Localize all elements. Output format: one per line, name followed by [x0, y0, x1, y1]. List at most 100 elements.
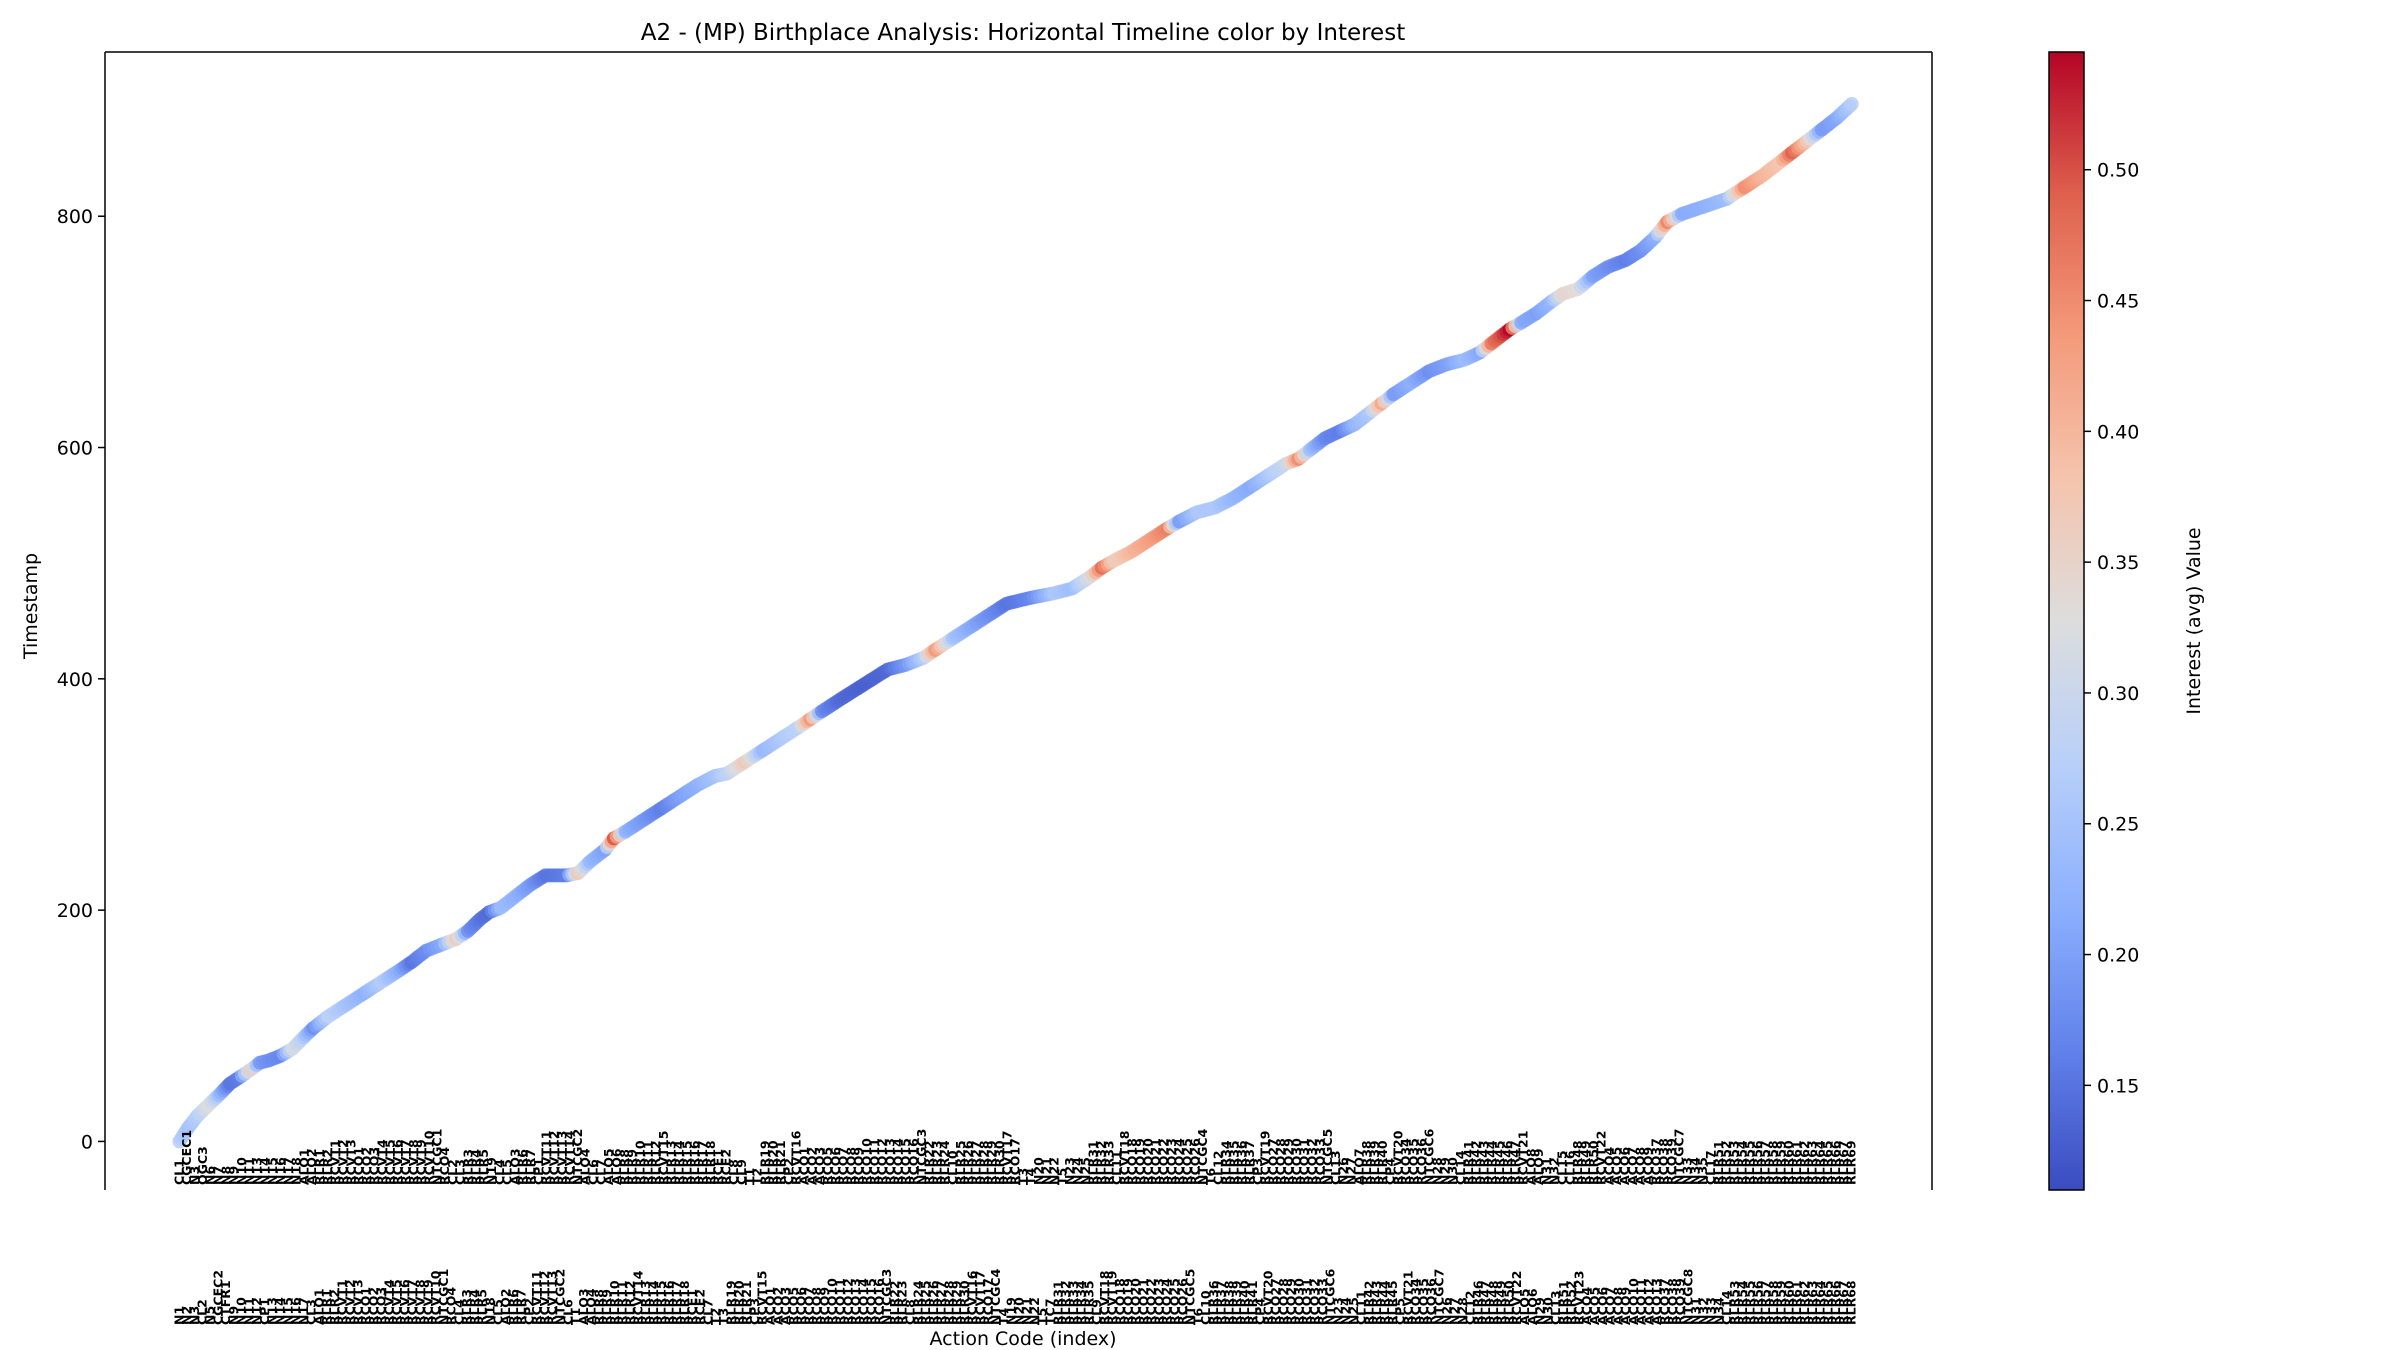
x-tick-label: N30 — [1540, 1297, 1555, 1325]
x-tick-label: RCO25 — [1167, 1278, 1182, 1325]
x-tick-label: N5 — [203, 1306, 218, 1325]
x-tick-label: CL12 — [1463, 1290, 1478, 1325]
x-tick-label: NTCGC5 — [1320, 1129, 1335, 1185]
x-axis-label: Action Code (index) — [929, 1328, 1116, 1350]
x-tick-label: T5 — [1035, 1308, 1050, 1325]
x-tick-label: N11 — [241, 1297, 256, 1325]
data-points — [172, 97, 1859, 1149]
x-tick-label: RLR13 — [638, 1280, 653, 1325]
x-tick-label: RLR69 — [1844, 1140, 1859, 1185]
x-tick-label: RLR28 — [976, 1140, 991, 1185]
x-tick-label: N28 — [1430, 1157, 1445, 1185]
x-tick-label: ACO10 — [1626, 1278, 1641, 1325]
x-tick-label: CL8 — [726, 1159, 741, 1185]
x-tick-label: RLR11 — [615, 1280, 630, 1325]
x-tick-label: NTCGC2 — [570, 1129, 585, 1185]
x-tick-label: RLR34 — [1074, 1280, 1089, 1325]
x-tick-label: N9 — [226, 1306, 241, 1325]
x-tick-label: RLR30 — [957, 1280, 972, 1325]
x-tick-label: RCE1 — [711, 1149, 726, 1185]
x-tick-label: CL7 — [700, 1299, 715, 1325]
x-tick-label: RCO10 — [825, 1278, 840, 1325]
x-tick-label: CL3 — [453, 1159, 468, 1185]
x-tick-label: RCO29 — [1281, 1138, 1296, 1185]
x-tick-label: N17 — [281, 1157, 296, 1185]
x-tick-label: RLR47 — [1478, 1280, 1493, 1325]
x-tick-label: RLR33 — [1101, 1140, 1116, 1185]
x-tick-label: N27 — [1344, 1157, 1359, 1185]
x-tick-label: RLR9 — [599, 1289, 614, 1325]
x-tick-label: RCO39 — [1673, 1278, 1688, 1325]
y-tick-label: 800 — [57, 206, 93, 228]
x-tick-label: RLR2 — [327, 1289, 342, 1325]
x-tick-label: RCO7 — [836, 1147, 851, 1185]
x-tick-label: RLR63 — [1805, 1140, 1820, 1185]
x-tick-label: RLR60 — [1781, 1140, 1796, 1185]
x-tick-label: CL6 — [560, 1299, 575, 1325]
x-tick-label: RLR4 — [467, 1289, 482, 1325]
x-tick-label: NTCGC7 — [1431, 1269, 1446, 1325]
x-tick-label: N35 — [1695, 1157, 1710, 1185]
x-tick-label: CL2 — [445, 1159, 460, 1185]
x-tick-label: NTCGC1 — [429, 1129, 444, 1185]
x-tick-label: RCO30 — [1291, 1278, 1306, 1325]
x-tick-label: NTCGC7 — [1672, 1129, 1687, 1185]
x-tick-label: RLR27 — [934, 1280, 949, 1325]
x-tick-label: N33 — [1680, 1157, 1695, 1185]
x-tick-label: RCO20 — [1128, 1278, 1143, 1325]
x-tick-label: RCO27 — [1268, 1278, 1283, 1325]
x-tick-label: ACO2 — [804, 1147, 819, 1185]
x-tick-label: RLR21 — [773, 1140, 788, 1185]
x-tick-label: RLR62 — [1797, 1280, 1812, 1325]
x-tick-label: RCO13 — [883, 1138, 898, 1185]
x-tick-label: ACO12 — [1641, 1278, 1656, 1325]
colorbar-tick-label: 0.35 — [2097, 552, 2139, 574]
x-tick-label: TC7 — [1043, 1299, 1058, 1325]
x-tick-label: RLR4 — [468, 1149, 483, 1185]
x-tick-label: RCO20 — [1140, 1138, 1155, 1185]
x-tick-label: RCO24 — [1172, 1138, 1187, 1185]
x-tick-label: RLR2 — [320, 1149, 335, 1185]
x-tick-label: RCO9 — [851, 1147, 866, 1185]
x-tick-label: RLR56 — [1750, 1280, 1765, 1325]
x-tick-label: RCO14 — [856, 1278, 871, 1325]
y-tick-label: 0 — [81, 1131, 93, 1153]
x-tick-label: RCO4 — [444, 1287, 459, 1325]
x-tick-label: RLR13 — [664, 1140, 679, 1185]
colorbar-tick-label: 0.40 — [2097, 421, 2139, 443]
x-tick-label: RLR44 — [1377, 1280, 1392, 1325]
x-tick-label: RCO9 — [817, 1287, 832, 1325]
x-tick-label: CP2 — [781, 1158, 796, 1185]
x-tick-label: RCVT19 — [1258, 1131, 1273, 1185]
x-tick-label: ACO13 — [1649, 1278, 1664, 1325]
x-tick-label: N2 — [179, 1306, 194, 1325]
x-tick-label: RCO3 — [374, 1287, 389, 1325]
x-tick-label: RCO19 — [1120, 1278, 1135, 1325]
x-tick-label: RCO24 — [1159, 1278, 1174, 1325]
x-tick-label: RLR59 — [1774, 1280, 1789, 1325]
x-tick-label: RCO2 — [359, 1147, 374, 1185]
x-tick-label: RLR14 — [646, 1280, 661, 1325]
x-tick-label: RLR17 — [669, 1280, 684, 1325]
x-tick-label: RLR38 — [1359, 1140, 1374, 1185]
y-tick-label: 600 — [57, 438, 93, 460]
x-tick-label: RCO28 — [1273, 1138, 1288, 1185]
x-tick-label: NTCGC4 — [1195, 1128, 1210, 1185]
x-tick-label: RCVT20 — [1260, 1270, 1275, 1325]
x-tick-label: ACO5 — [1587, 1287, 1602, 1325]
x-tick-label: T6 — [1203, 1167, 1218, 1185]
x-tick-label: RCVT17 — [973, 1271, 988, 1325]
colorbar-tick-label: 0.25 — [2097, 814, 2139, 836]
x-tick-label: RCVT21 — [1516, 1131, 1531, 1185]
x-tick-label: RLR33 — [1066, 1280, 1081, 1325]
x-tick-label: RCO29 — [1284, 1278, 1299, 1325]
x-tick-label: ACO5 — [1609, 1147, 1624, 1185]
x-tick-label: RLR40 — [1375, 1140, 1390, 1185]
x-tick-label: RLR31 — [1086, 1140, 1101, 1185]
x-tick-label: RCO13 — [848, 1278, 863, 1325]
x-tick-label: RCO37 — [1648, 1138, 1663, 1185]
x-tick-label: OGC3 — [195, 1146, 210, 1185]
x-tick-label: ACO2 — [770, 1287, 785, 1325]
x-tick-label: RCVT9 — [414, 1139, 429, 1185]
x-tick-label: RCO25 — [1179, 1138, 1194, 1185]
